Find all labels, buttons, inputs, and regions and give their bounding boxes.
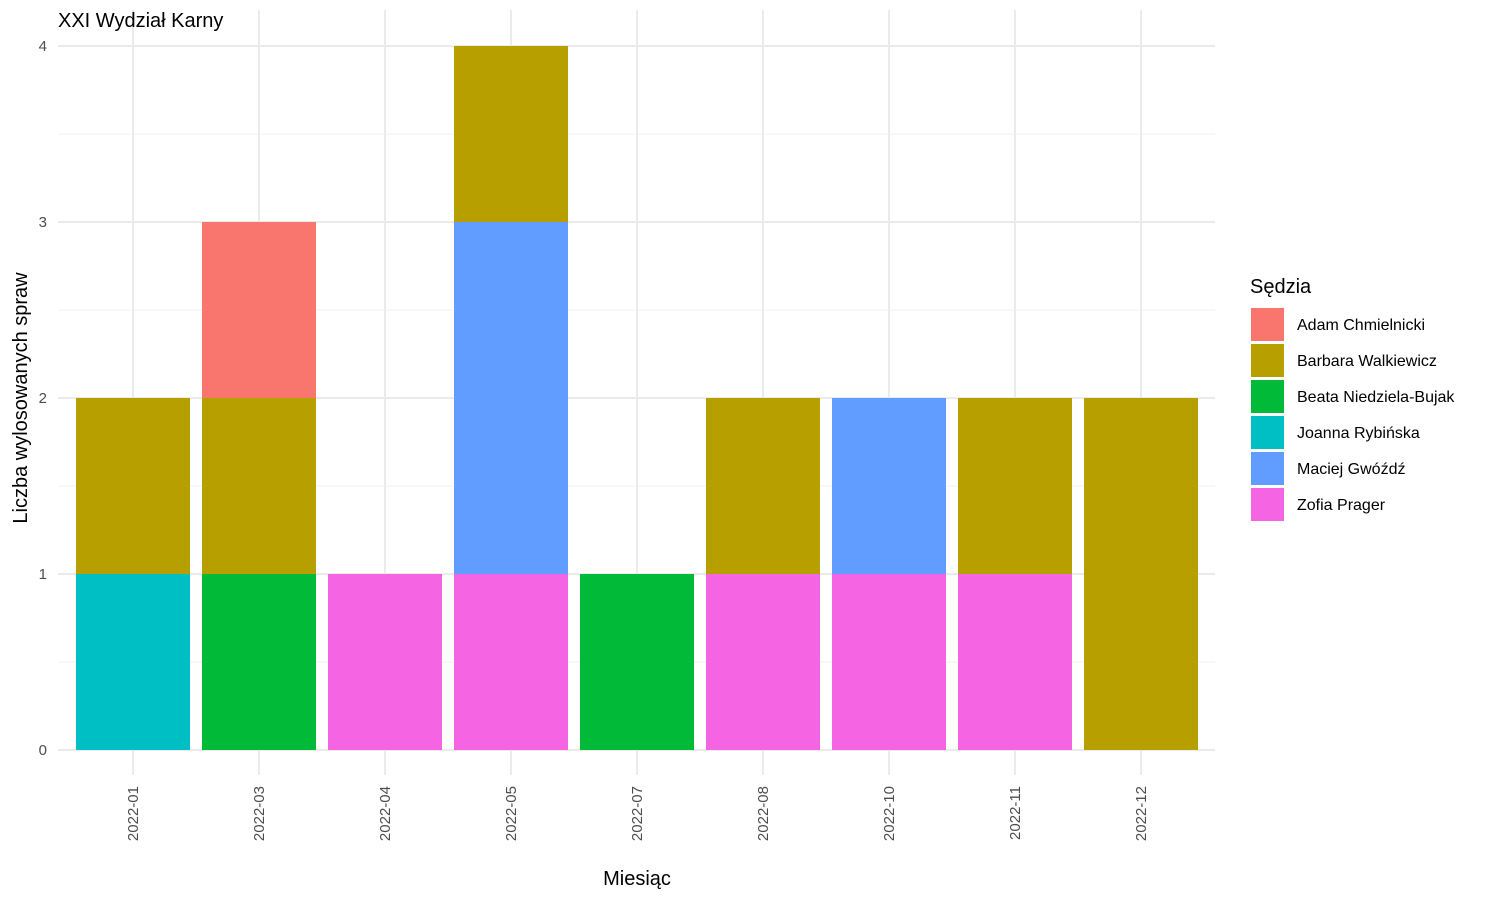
legend-title: Sędzia [1250, 276, 1312, 298]
bar-segment [76, 574, 190, 750]
x-axis-ticks: 2022-01 2022-03 2022-04 2022-05 2022-07 2022-… [125, 786, 1150, 841]
legend-swatch [1251, 416, 1284, 449]
legend-label: Joanna Rybińska [1297, 425, 1420, 442]
legend-swatch [1251, 308, 1284, 341]
legend-swatch [1251, 452, 1284, 485]
bars [76, 46, 1198, 750]
legend: Sędzia Adam Chmielnicki Barbara Walkiewic… [1250, 276, 1455, 521]
y-tick-label: 1 [39, 566, 47, 583]
bar-segment [706, 574, 820, 750]
bar-segment [832, 398, 946, 574]
bar-segment [706, 398, 820, 574]
y-axis-title: Liczba wylosowanych spraw [10, 272, 32, 524]
y-tick-label: 2 [39, 390, 47, 407]
bar-segment [76, 398, 190, 574]
x-axis-title: Miesiąc [603, 868, 671, 890]
legend-swatch [1251, 488, 1284, 521]
x-tick-label: 2022-12 [1133, 786, 1150, 841]
x-tick-label: 2022-11 [1007, 786, 1024, 840]
bar-segment [454, 574, 568, 750]
bar-segment [580, 574, 694, 750]
y-tick-label: 3 [39, 214, 47, 231]
x-tick-label: 2022-01 [125, 786, 142, 841]
legend-label: Zofia Prager [1297, 497, 1386, 514]
bar-segment [202, 574, 316, 750]
x-tick-label: 2022-10 [881, 786, 898, 841]
bar-segment [454, 222, 568, 574]
chart-title: XXI Wydział Karny [58, 10, 223, 32]
y-axis-ticks: 0 1 2 3 4 [39, 38, 47, 759]
bar-segment [202, 222, 316, 398]
y-tick-label: 4 [39, 38, 47, 55]
x-tick-label: 2022-05 [503, 786, 520, 841]
bar-segment [202, 398, 316, 574]
x-tick-label: 2022-08 [755, 786, 772, 841]
legend-label: Adam Chmielnicki [1297, 317, 1425, 334]
y-tick-label: 0 [39, 742, 47, 759]
bar-segment [958, 574, 1072, 750]
x-tick-label: 2022-03 [251, 786, 268, 841]
x-tick-label: 2022-07 [629, 786, 646, 841]
legend-swatch [1251, 380, 1284, 413]
bar-segment [1084, 398, 1198, 750]
bar-segment [328, 574, 442, 750]
bar-segment [454, 46, 568, 222]
bar-segment [958, 398, 1072, 574]
bar-segment [832, 574, 946, 750]
x-tick-label: 2022-04 [377, 786, 394, 841]
legend-label: Maciej Gwóźdź [1297, 461, 1405, 478]
legend-label: Beata Niedziela-Bujak [1297, 389, 1455, 406]
legend-label: Barbara Walkiewicz [1297, 353, 1437, 370]
legend-swatch [1251, 344, 1284, 377]
